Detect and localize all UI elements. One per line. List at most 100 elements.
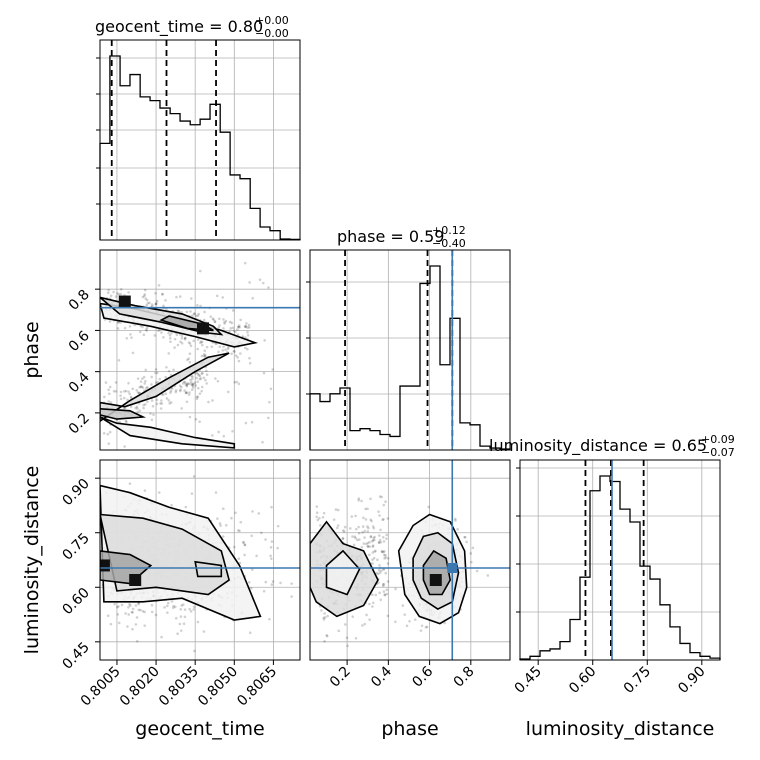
- x-tick-label: 0.8050: [195, 664, 241, 710]
- sample-point: [213, 320, 217, 323]
- sample-point: [378, 564, 381, 567]
- sample-point: [371, 551, 375, 554]
- sample-point: [260, 531, 263, 535]
- density-core: [196, 322, 209, 335]
- panel-frame: [99, 249, 301, 451]
- sample-point: [383, 593, 387, 596]
- sample-point: [114, 295, 118, 298]
- sample-point: [270, 505, 273, 509]
- sample-point: [246, 330, 249, 334]
- sample-point: [420, 624, 424, 628]
- sample-point: [170, 386, 174, 390]
- sample-point: [363, 529, 367, 533]
- sample-point: [271, 580, 275, 583]
- sample-point: [342, 530, 346, 533]
- sample-point: [164, 375, 167, 379]
- x-axis-label-geocent-time: geocent_time: [135, 718, 264, 740]
- sample-point: [183, 336, 187, 340]
- sample-point: [243, 261, 247, 265]
- sample-point: [322, 511, 326, 515]
- sample-point: [191, 384, 195, 387]
- sample-point: [185, 384, 189, 388]
- sample-point: [239, 520, 243, 524]
- sample-point: [172, 606, 175, 610]
- sample-point: [117, 621, 121, 625]
- sample-point: [456, 528, 459, 531]
- sample-point: [348, 527, 352, 530]
- density-core: [118, 295, 131, 308]
- sample-point: [192, 608, 196, 611]
- sample-point: [162, 335, 165, 339]
- sample-point: [131, 387, 134, 391]
- sample-point: [167, 369, 171, 373]
- sample-point: [136, 391, 140, 394]
- sample-point: [107, 288, 110, 292]
- sample-point: [221, 296, 225, 299]
- sample-point: [135, 639, 139, 643]
- sample-point: [150, 399, 154, 402]
- x-tick-label: 0.45: [512, 664, 545, 697]
- sample-point: [354, 527, 358, 531]
- sample-point: [134, 604, 138, 607]
- sample-point: [156, 371, 159, 375]
- sample-point: [211, 317, 215, 321]
- sample-point: [196, 314, 200, 318]
- y-tick-label: 0.2: [66, 410, 93, 437]
- sample-point: [218, 345, 221, 349]
- sample-point: [195, 376, 199, 380]
- sample-point: [127, 613, 130, 616]
- sample-point: [234, 354, 238, 357]
- sample-point: [232, 349, 236, 353]
- sample-point: [144, 328, 148, 331]
- sample-point: [146, 400, 149, 403]
- sample-point: [116, 321, 120, 324]
- sample-point: [425, 625, 429, 629]
- sample-point: [119, 394, 122, 397]
- sample-point: [139, 608, 142, 612]
- sample-point: [454, 517, 457, 521]
- sample-point: [183, 336, 187, 340]
- sample-point: [290, 595, 293, 598]
- sample-point: [188, 607, 191, 611]
- sample-point: [247, 323, 251, 327]
- sample-point: [269, 546, 273, 549]
- sample-point: [164, 299, 167, 302]
- sample-point: [323, 616, 327, 619]
- sample-point: [207, 400, 210, 404]
- sample-point: [248, 361, 252, 365]
- sample-point: [267, 286, 270, 289]
- sample-point: [325, 634, 329, 638]
- x-tick-label: 0.8065: [234, 664, 280, 710]
- sample-point: [362, 516, 365, 520]
- sample-point: [264, 580, 268, 584]
- sample-point: [176, 632, 179, 636]
- sample-point: [150, 303, 154, 306]
- sample-point: [227, 345, 230, 349]
- sample-point: [382, 550, 386, 553]
- sample-point: [377, 534, 381, 537]
- sample-point: [224, 348, 227, 352]
- sample-point: [234, 511, 237, 515]
- sample-point: [166, 604, 169, 608]
- density-core: [129, 574, 142, 586]
- sample-point: [141, 609, 145, 613]
- sample-point: [198, 420, 201, 424]
- panel-frame: [519, 459, 721, 661]
- sample-point: [116, 327, 120, 330]
- sample-point: [143, 294, 146, 298]
- sample-point: [354, 636, 358, 640]
- sample-point: [261, 281, 265, 285]
- sample-point: [139, 385, 143, 388]
- sample-point: [190, 374, 193, 378]
- sample-point: [146, 385, 149, 389]
- sample-point: [186, 382, 190, 385]
- sample-point: [130, 336, 133, 339]
- sample-point: [114, 390, 118, 393]
- sample-point: [183, 608, 187, 611]
- sample-point: [187, 357, 190, 360]
- sample-point: [155, 299, 159, 303]
- contour-line: [100, 407, 147, 420]
- sample-point: [175, 295, 178, 299]
- sample-point: [199, 377, 203, 380]
- x-tick-label: 0.8035: [156, 664, 202, 710]
